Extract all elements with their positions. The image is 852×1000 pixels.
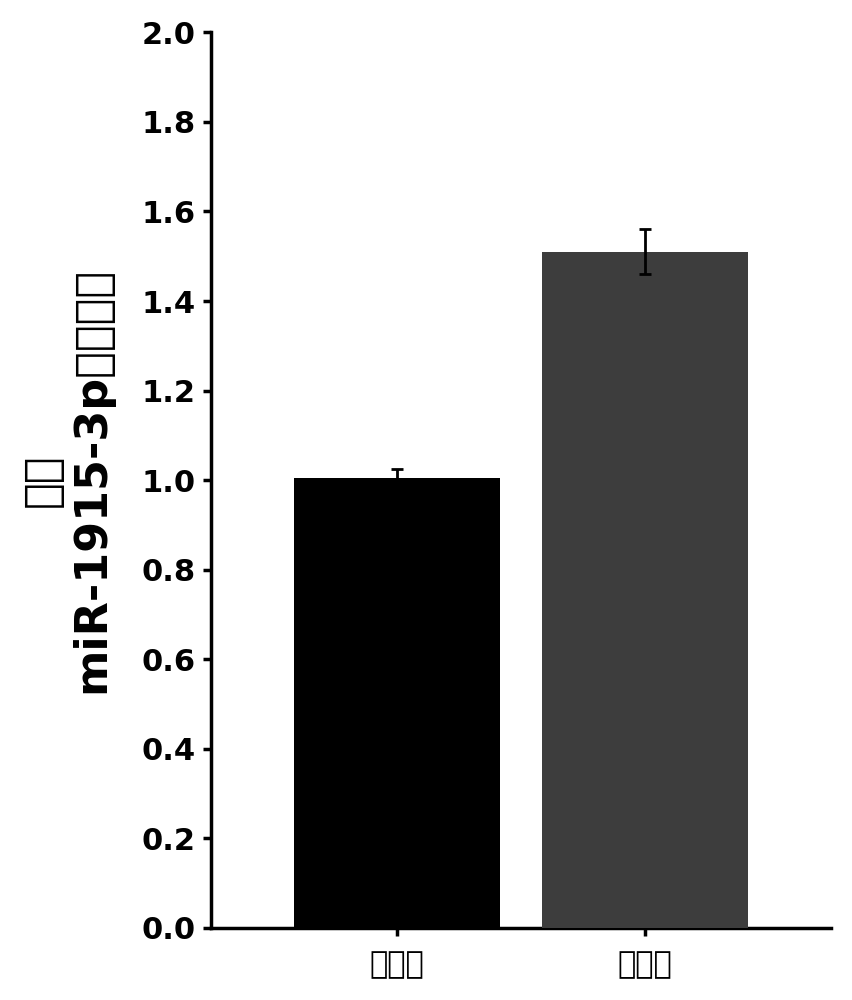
Bar [294,478,500,928]
Bar [542,252,748,928]
Y-axis label: 相对
miR-1915-3p的表达量: 相对 miR-1915-3p的表达量 [20,267,113,693]
